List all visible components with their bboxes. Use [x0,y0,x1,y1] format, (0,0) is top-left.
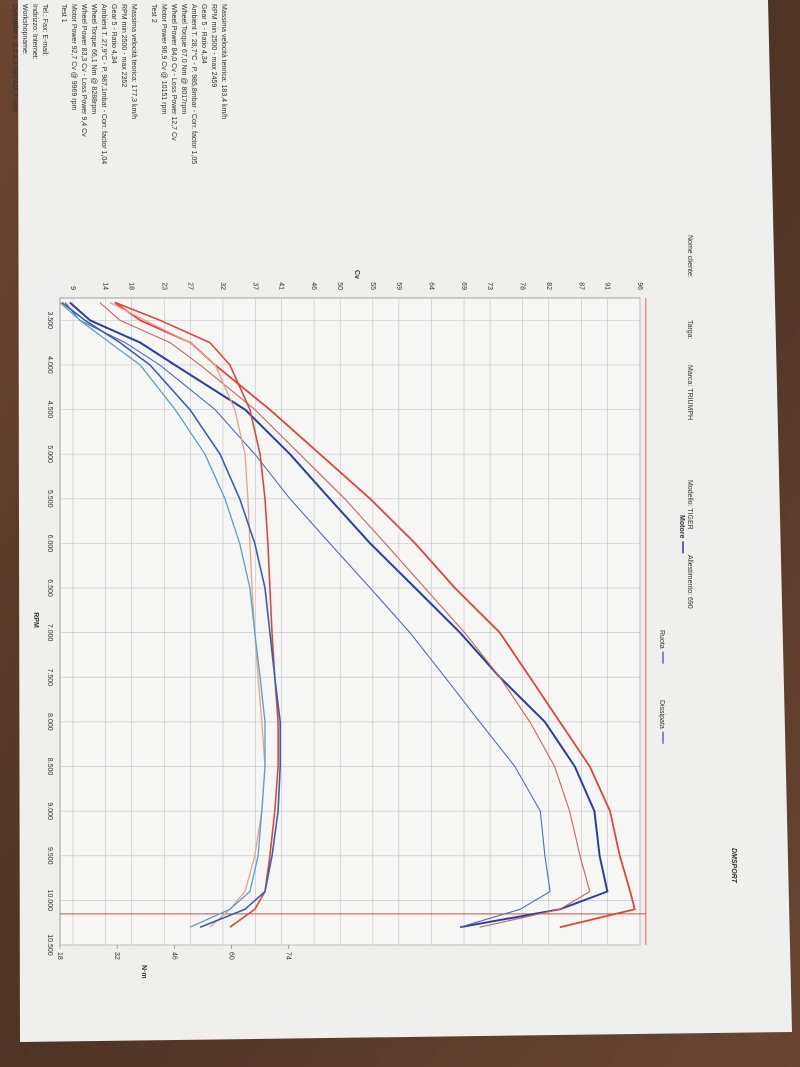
test-line: Wheel Torque 66,1 Nm @ 8288rpm [90,4,97,114]
x-tick-label: 7.500 [46,669,53,687]
footer-line: Tel.: Fax: E-mail: [41,4,48,56]
y-tick-label: 87 [577,282,584,290]
x-tick-label: 9.500 [46,847,53,865]
y-tick-label: 55 [369,282,376,290]
test-line: Ambient T. 27,9°C - P. 987,1mbar - Corr.… [100,4,108,164]
legend-label: Dissipata [658,700,665,729]
header-field: Allestimento: 690 [686,555,693,609]
series-line [64,302,551,928]
y2-tick-label: 74 [285,952,292,960]
footer-line: Indirizzo: Internet: [31,4,38,60]
sheet: 3.500 4.000 4.500 5.000 5.500 6.000 6.500 7.000… [11,4,737,979]
test-line: RPM min 2500 - max 2459 [210,4,217,87]
y2-tick-label: 46 [170,952,177,960]
y-tick-label: 23 [160,282,167,290]
y-tick-label: 78 [519,282,526,290]
y-tick-label: 50 [336,282,343,290]
y-tick-label: 82 [545,282,552,290]
series-line [114,301,279,928]
x-tick-label: 4.500 [46,401,53,419]
series-line [69,301,609,929]
y-tick-label: 14 [102,282,109,290]
x-tick-label: 4.000 [46,356,53,374]
x-tick-label: 3.500 [46,312,53,330]
x-tick-label: 5.500 [46,490,53,508]
y-tick-label: 37 [252,282,259,290]
x-tick-label: 10.500 [46,934,53,956]
y-axis-title: Cv [353,270,360,279]
y2-tick-label: 32 [113,952,120,960]
y2-tick-label: 60 [228,952,235,960]
plot-area [59,297,641,946]
y-tick-label: 32 [219,282,226,290]
test-line: Massima velocità teorica: 183,4 km/h [220,4,227,119]
series-line [61,301,281,928]
test-line: Wheel Power 83,3 Cv - Loss Power 9,4 Cv [80,4,87,137]
x-tick-label: 6.500 [46,579,53,597]
test-line: Motor Power 96,9 Cv @ 10151 rpm [160,4,167,114]
series-line [99,302,591,928]
x-tick-label: 10.000 [46,890,53,912]
x-tick-label: 6.000 [46,535,53,553]
header-field: Marca: TRIUMPH [686,365,693,420]
y-tick-label: 9 [69,286,76,290]
y-tick-label: 91 [603,282,610,290]
x-tick-label: 7.000 [46,624,53,642]
footer-line: DynoBike v. 2.2.3.3 DEFAULT user [11,4,18,113]
test-title: Test 1 [60,4,67,23]
y-tick-label: 73 [486,282,493,290]
y-tick-label: 18 [128,282,135,290]
y-tick-label: 59 [395,282,402,290]
y-tick-label: 27 [186,282,193,290]
series-line [109,301,266,928]
y-tick-label: 96 [636,282,643,290]
test-line: Motor Power 92,7 Cv @ 9969 rpm [70,4,77,110]
test-line: Gear 5 - Ratio 4,34 [200,4,207,64]
legend-label: Motore [678,515,685,538]
footer-line: Workshopname: [21,4,28,55]
series-line [59,302,266,928]
test-title: Test 2 [150,4,157,23]
test-line: Wheel Torque 67,0 Nm @ 8017rpm [180,4,187,114]
test-line: Ambient T. 28,7°C - P. 985,8mbar - Corr.… [190,4,198,164]
header-field: Targa: [686,320,693,340]
header-field: Nome cliente: [686,235,693,278]
y2-tick-label: 18 [56,952,63,960]
y-tick-label: 41 [278,282,285,290]
legend-label: Ruota [658,630,665,649]
test-line: Gear 5 - Ratio 4,34 [110,4,117,64]
test-line: Wheel Power 84,0 Cv - Loss Power 12,7 Cv [170,4,177,141]
header-field: Modello: TIGER [686,480,693,530]
y-tick-label: 46 [310,282,317,290]
x-tick-label: 5.000 [46,445,53,463]
x-axis-title: RPM [32,612,39,628]
y-tick-label: 69 [460,282,467,290]
x-tick-label: 8.000 [46,713,53,731]
logo: DMSPORT [730,848,737,884]
test-line: Massima velocità teorica: 177,3 km/h [130,4,137,119]
x-tick-label: 9.000 [46,802,53,820]
y-tick-label: 64 [427,282,434,290]
y2-axis-title: N·m [140,965,147,979]
test-line: RPM min 2500 - max 2352 [120,4,127,87]
x-tick-label: 8.500 [46,758,53,776]
